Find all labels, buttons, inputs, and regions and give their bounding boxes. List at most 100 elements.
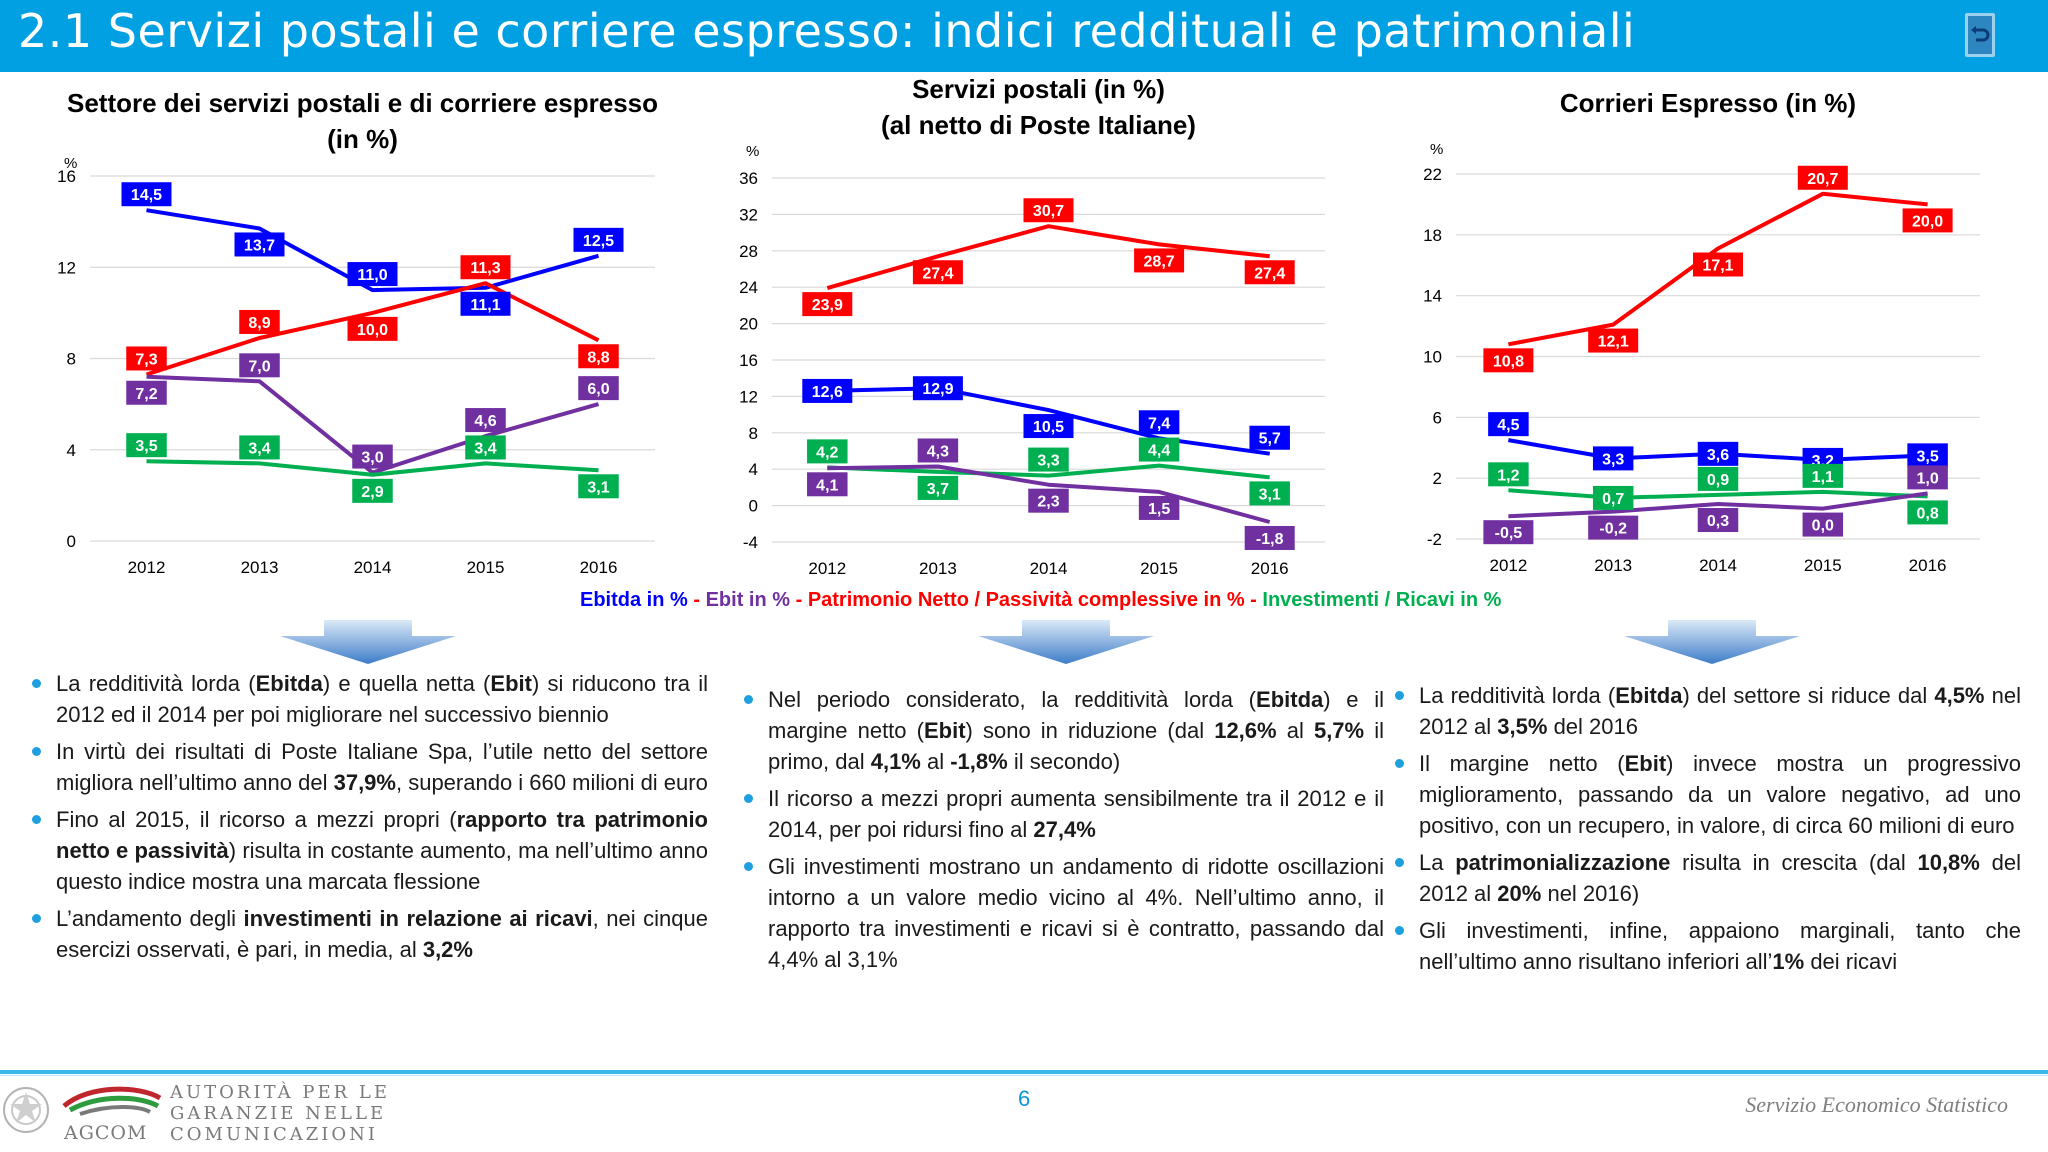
- data-label: 3,4: [474, 440, 496, 457]
- logo-text: AUTORITÀ PER LE GARANZIE NELLE COMUNICAZ…: [170, 1082, 390, 1145]
- legend-investimenti: Investimenti / Ricavi in %: [1262, 589, 1502, 611]
- y-tick-label: 28: [739, 242, 758, 261]
- data-label-box: [460, 255, 511, 280]
- data-label: 0,7: [1602, 491, 1624, 508]
- data-label-box: [917, 475, 959, 500]
- agcom-logo: [3, 1086, 162, 1133]
- data-label-box: [126, 380, 167, 405]
- data-label-box: [1244, 525, 1295, 550]
- data-label-box: [1023, 414, 1074, 439]
- series-line: [827, 463, 1270, 480]
- data-label-box: [121, 182, 172, 207]
- series-line: [146, 374, 600, 475]
- series-line: [826, 224, 1270, 291]
- y-tick-label: 12: [57, 258, 76, 277]
- text-column-left: La redditività lorda (Ebitda) e quella n…: [32, 668, 708, 971]
- data-label-box: [234, 232, 285, 257]
- data-label: -0,5: [1495, 525, 1523, 542]
- bullet-item: In virtù dei risultati di Poste Italiane…: [32, 736, 708, 798]
- chart-title: Corrieri Espresso (in %): [1560, 88, 1856, 118]
- data-label-box: [347, 316, 398, 341]
- data-label-box: [1802, 512, 1844, 537]
- data-label-box: [1028, 488, 1069, 513]
- chart-settore: Settore dei servizi postali e di corrier…: [0, 76, 680, 616]
- data-label-box: [573, 227, 624, 252]
- legend-sep: -: [790, 589, 808, 611]
- down-arrow-icon: [978, 620, 1154, 664]
- data-label-box: [802, 378, 853, 403]
- x-tick-label: 2013: [241, 558, 279, 577]
- down-arrow-icon: [280, 620, 456, 664]
- legend-ebitda: Ebitda in %: [580, 589, 688, 611]
- bullet-item: Nel periodo considerato, la redditività …: [744, 684, 1384, 777]
- data-label-box: [239, 435, 280, 460]
- chart-servizi-postali: Servizi postali (in %) (al netto di Poste…: [680, 76, 1360, 616]
- data-label: 10,0: [357, 322, 388, 339]
- x-tick-label: 2015: [467, 558, 505, 577]
- header-bar: 2.1 Servizi postali e corriere espresso:…: [0, 0, 2048, 72]
- bullet-item: Il margine netto (Ebit) invece mostra un…: [1395, 748, 2021, 841]
- y-tick-label: 2: [1433, 469, 1442, 488]
- data-label: 30,7: [1033, 203, 1064, 220]
- y-unit-label: %: [1430, 141, 1443, 158]
- data-label: 12,1: [1598, 334, 1629, 351]
- bullet-item: Il ricorso a mezzi propri aumenta sensib…: [744, 783, 1384, 845]
- data-label: 17,1: [1702, 258, 1733, 275]
- y-tick-label: 10: [1423, 348, 1442, 367]
- x-tick-label: 2014: [1699, 556, 1737, 575]
- data-label: 7,0: [248, 358, 270, 375]
- y-tick-label: 22: [1423, 165, 1442, 184]
- chart-corrieri-espresso: Corrieri Espresso (in %)% -2 2 6 10 14 18 22 201…: [1360, 76, 2048, 616]
- data-label: 12,5: [583, 233, 614, 250]
- data-label-box: [1802, 463, 1844, 488]
- data-label: 1,1: [1812, 469, 1834, 486]
- data-label: 6,0: [587, 381, 609, 398]
- data-label: 23,9: [812, 297, 843, 314]
- x-tick-label: 2012: [808, 559, 846, 578]
- data-label-box: [1693, 252, 1743, 277]
- back-button[interactable]: [1965, 13, 1995, 57]
- footer-divider: [0, 1070, 2048, 1074]
- bullet-item: Gli investimenti mostrano un andamento d…: [744, 851, 1384, 975]
- data-label: -1,8: [1256, 531, 1284, 548]
- y-tick-label: 4: [749, 460, 758, 479]
- y-tick-label: 16: [57, 167, 76, 186]
- data-label: 7,4: [1148, 415, 1170, 432]
- data-label-box: [1134, 248, 1185, 273]
- bullet-item: Fino al 2015, il ricorso a mezzi propri …: [32, 804, 708, 897]
- y-tick-label: 12: [739, 387, 758, 406]
- data-label-box: [126, 433, 167, 458]
- data-label-box: [1907, 465, 1948, 490]
- series-line: [145, 281, 600, 377]
- series-line: [1508, 191, 1928, 347]
- data-label-box: [1907, 500, 1948, 525]
- y-tick-label: 8: [67, 350, 76, 369]
- data-label: 3,7: [927, 481, 949, 498]
- data-label: 1,5: [1148, 501, 1170, 518]
- data-label: 3,5: [135, 438, 157, 455]
- data-label: 3,4: [248, 440, 270, 457]
- text-column-right: La redditività lorda (Ebitda) del settor…: [1395, 680, 2021, 983]
- data-label-box: [1249, 425, 1290, 450]
- return-arrow-icon: [1971, 26, 1990, 42]
- data-label-box: [1138, 437, 1180, 462]
- chart-title: Servizi postali (in %): [912, 76, 1165, 104]
- data-label: 2,9: [361, 484, 383, 501]
- data-label-box: [1697, 508, 1739, 533]
- data-label-box: [802, 292, 853, 317]
- series-line: [827, 386, 1270, 456]
- x-tick-label: 2013: [919, 559, 957, 578]
- page-number: 6: [1018, 1086, 1031, 1111]
- data-label-box: [1592, 446, 1634, 471]
- series-line: [146, 208, 600, 293]
- data-label: 3,0: [361, 450, 383, 467]
- x-tick-label: 2015: [1804, 556, 1842, 575]
- data-label: 12,9: [922, 381, 953, 398]
- bullet-item: La redditività lorda (Ebitda) e quella n…: [32, 668, 708, 730]
- x-tick-label: 2016: [580, 558, 618, 577]
- bullet-item: La patrimonializzazione risulta in cresc…: [1395, 847, 2021, 909]
- data-label-box: [465, 408, 506, 433]
- data-label-box: [1488, 412, 1529, 437]
- data-label: 11,0: [357, 267, 387, 284]
- x-tick-label: 2013: [1594, 556, 1632, 575]
